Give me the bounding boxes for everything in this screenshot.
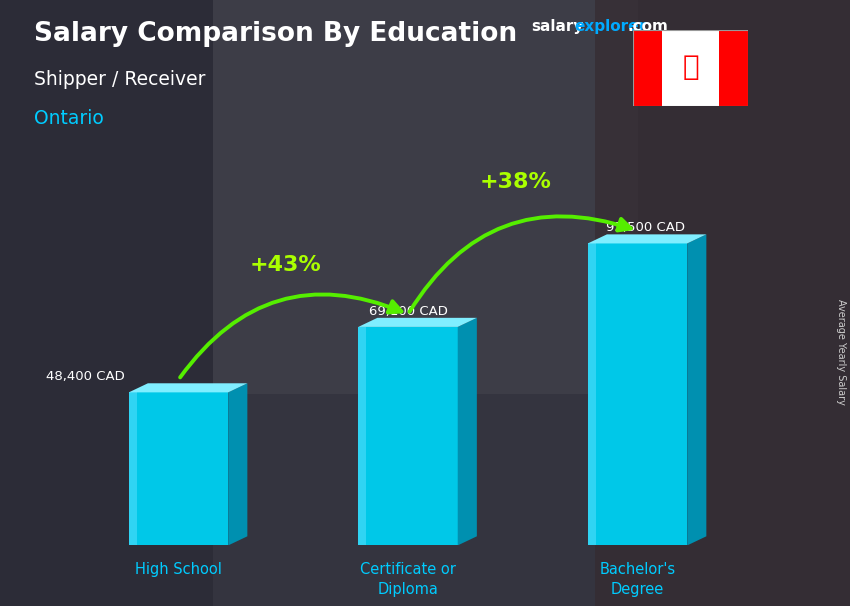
Bar: [633, 30, 662, 107]
Polygon shape: [687, 235, 706, 545]
Bar: [588, 244, 688, 545]
Text: Ontario: Ontario: [34, 109, 104, 128]
Text: Average Yearly Salary: Average Yearly Salary: [836, 299, 846, 404]
Text: explorer: explorer: [575, 19, 647, 35]
Bar: [719, 30, 748, 107]
Text: 69,100 CAD: 69,100 CAD: [369, 305, 447, 318]
Text: 48,400 CAD: 48,400 CAD: [46, 370, 125, 383]
Polygon shape: [358, 318, 477, 327]
Text: .com: .com: [627, 19, 668, 35]
Text: 🍁: 🍁: [683, 53, 699, 81]
Text: Shipper / Receiver: Shipper / Receiver: [34, 70, 206, 88]
Bar: [212, 0, 638, 394]
Bar: [129, 392, 228, 545]
Bar: [0, 0, 212, 606]
Polygon shape: [228, 383, 247, 545]
Bar: [358, 327, 366, 545]
Text: +38%: +38%: [479, 171, 551, 191]
Text: +43%: +43%: [250, 255, 321, 275]
Text: salary: salary: [531, 19, 584, 35]
Bar: [358, 327, 457, 545]
Polygon shape: [129, 383, 247, 392]
Bar: [129, 392, 137, 545]
Text: Salary Comparison By Education: Salary Comparison By Education: [34, 21, 517, 47]
Text: 95,500 CAD: 95,500 CAD: [606, 221, 684, 235]
Bar: [588, 244, 596, 545]
Polygon shape: [588, 235, 706, 244]
Polygon shape: [457, 318, 477, 545]
Bar: [595, 0, 850, 606]
